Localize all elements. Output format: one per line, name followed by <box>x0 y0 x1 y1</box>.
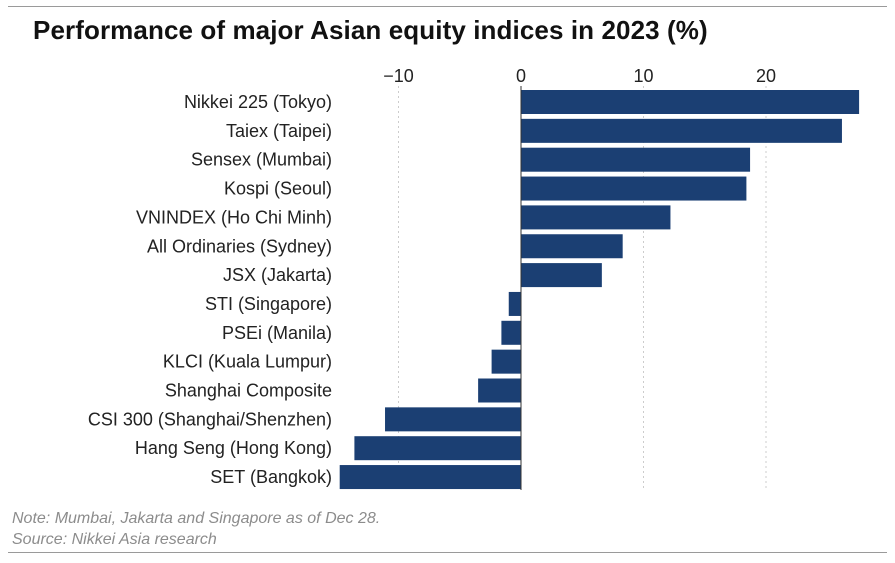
chart-source: Source: Nikkei Asia research <box>12 531 217 548</box>
category-label: CSI 300 (Shanghai/Shenzhen) <box>88 409 332 429</box>
bar <box>478 378 521 403</box>
chart-note: Note: Mumbai, Jakarta and Singapore as o… <box>12 510 381 527</box>
category-label: Shanghai Composite <box>165 381 332 401</box>
chart-title: Performance of major Asian equity indice… <box>33 15 708 45</box>
category-label: VNINDEX (Ho Chi Minh) <box>136 207 332 227</box>
category-label: PSEi (Manila) <box>222 323 332 343</box>
category-label: Taiex (Taipei) <box>226 121 332 141</box>
bar <box>521 176 747 201</box>
category-label: SET (Bangkok) <box>210 467 332 487</box>
chart-footer: Note: Mumbai, Jakarta and Singapore as o… <box>12 508 380 550</box>
x-tick-label: 20 <box>756 66 776 86</box>
bar <box>521 205 671 230</box>
x-tick-label: −10 <box>383 66 414 86</box>
top-rule <box>8 6 887 7</box>
bar <box>339 465 521 490</box>
bar <box>508 291 521 316</box>
bar <box>521 118 842 143</box>
bottom-rule <box>8 552 887 553</box>
bar <box>521 263 602 288</box>
bar <box>491 349 521 374</box>
category-label: STI (Singapore) <box>205 294 332 314</box>
category-label: Nikkei 225 (Tokyo) <box>184 92 332 112</box>
category-label: JSX (Jakarta) <box>223 265 332 285</box>
bar <box>385 407 521 432</box>
category-label: Sensex (Mumbai) <box>191 150 332 170</box>
x-tick-label: 0 <box>516 66 526 86</box>
bar <box>521 147 751 172</box>
category-label: KLCI (Kuala Lumpur) <box>163 352 332 372</box>
bar <box>521 234 623 259</box>
bar <box>501 320 521 345</box>
x-tick-label: 10 <box>633 66 653 86</box>
bar-chart: −10 0 10 20 Nikkei 225 (Tokyo) Taiex (Taipei)… <box>88 66 860 490</box>
bar <box>521 90 860 114</box>
category-label: All Ordinaries (Sydney) <box>147 236 332 256</box>
bar <box>354 436 521 461</box>
category-label: Hang Seng (Hong Kong) <box>135 438 332 458</box>
category-label: Kospi (Seoul) <box>224 179 332 199</box>
